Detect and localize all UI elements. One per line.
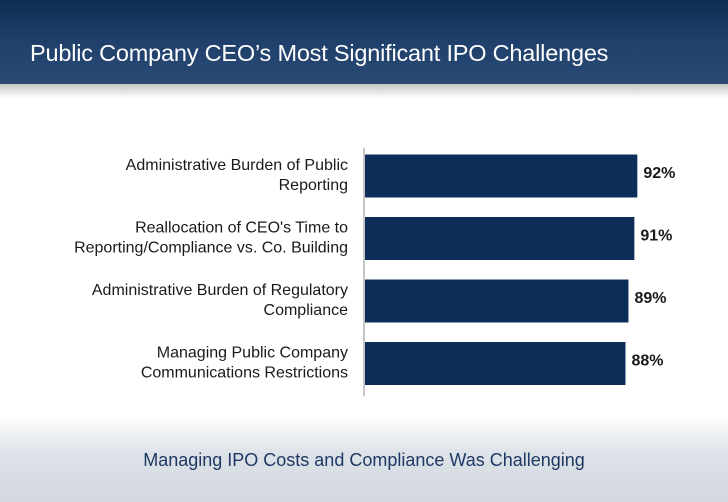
- banner-shadow: [0, 84, 728, 98]
- category-label-line: Reporting/Compliance vs. Co. Building: [74, 240, 348, 257]
- footer-banner: Managing IPO Costs and Compliance Was Ch…: [0, 415, 728, 502]
- category-label-0: Administrative Burden of Public Reporting: [126, 157, 348, 194]
- value-label-2: 89%: [634, 290, 666, 307]
- bar-3: [365, 342, 626, 385]
- category-label-line: Communications Restrictions: [141, 365, 348, 382]
- page-title: Public Company CEO’s Most Significant IP…: [30, 40, 609, 66]
- footer-caption: Managing IPO Costs and Compliance Was Ch…: [143, 450, 585, 470]
- category-label-line: Compliance: [264, 302, 349, 319]
- category-label-1: Reallocation of CEO's Time to Reporting/C…: [74, 220, 348, 257]
- value-label-3: 88%: [631, 353, 663, 370]
- category-label-line: Administrative Burden of Public: [126, 157, 348, 174]
- bar-0: [365, 154, 638, 198]
- category-label-3: Managing Public Company Communications Re…: [141, 345, 348, 382]
- bar-2: [365, 279, 629, 323]
- category-label-line: Administrative Burden of Regulatory: [92, 282, 348, 299]
- category-label-line: Reporting: [279, 177, 348, 194]
- category-label-2: Administrative Burden of Regulatory Compl…: [92, 282, 348, 319]
- bar-1: [365, 217, 635, 260]
- category-label-line: Reallocation of CEO's Time to: [135, 220, 348, 237]
- bar-chart: 92% Administrative Burden of Public Report…: [74, 148, 675, 396]
- category-label-line: Managing Public Company: [157, 345, 348, 362]
- value-label-0: 92%: [643, 165, 675, 182]
- title-banner: Public Company CEO’s Most Significant IP…: [0, 0, 728, 84]
- value-label-1: 91%: [640, 228, 672, 245]
